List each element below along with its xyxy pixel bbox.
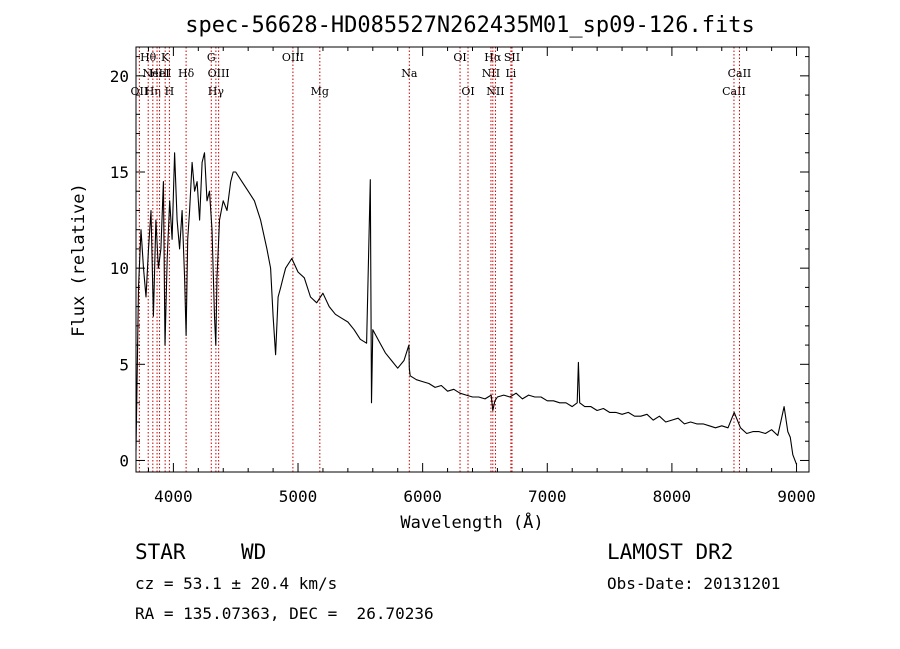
emission-line-label-14: OI	[453, 51, 466, 64]
emission-line-label-11: OIII	[282, 51, 304, 64]
y-tick-label: 0	[119, 451, 129, 470]
emission-line-label-3: NeIII	[142, 67, 171, 80]
y-tick-label: 15	[110, 163, 129, 182]
emission-line-label-5: K	[161, 51, 170, 64]
redshift-text: cz = 53.1 ± 20.4 km/s	[135, 574, 338, 593]
emission-line-label-20: SII	[504, 51, 520, 64]
survey-label: LAMOST DR2	[607, 540, 734, 564]
y-axis-label: Flux (relative)	[69, 183, 89, 337]
emission-line-label-9: Hγ	[208, 85, 225, 98]
emission-line-label-22: CaII	[728, 67, 752, 80]
plot-frame	[135, 46, 810, 473]
emission-line-label-2: Hη	[145, 85, 161, 98]
emission-line-label-19: Li	[505, 67, 516, 80]
emission-line-label-12: Mg	[311, 85, 329, 98]
emission-line-label-7: Hδ	[178, 67, 195, 80]
chart-title: spec-56628-HD085527N262435M01_sp09-126.f…	[185, 13, 755, 38]
object-subclass: WD	[241, 540, 267, 564]
emission-line-label-21: CaII	[722, 85, 746, 98]
emission-line-label-13: Na	[401, 67, 418, 80]
emission-line-label-16: NII	[482, 67, 500, 80]
emission-line-label-8: G	[207, 51, 216, 64]
emission-line-label-15: OI	[461, 85, 474, 98]
emission-line-label-0: OII	[131, 85, 149, 98]
x-tick-label: 7000	[528, 487, 567, 506]
emission-line-label-4: HeI	[149, 67, 169, 80]
y-tick-label: 5	[119, 355, 129, 374]
obs-date-text: Obs-Date: 20131201	[607, 574, 781, 593]
spectrum-series	[135, 152, 798, 465]
coordinates-text: RA = 135.07363, DEC = 26.70236	[135, 604, 434, 623]
emission-line-label-17: Hα	[484, 51, 502, 64]
x-tick-label: 6000	[403, 487, 442, 506]
axis-ticks: 4000 5000 6000 7000 8000 9000 0 5 10 15 20	[110, 47, 816, 506]
emission-line-label-18: NII	[486, 85, 504, 98]
emission-line-label-1: Hθ	[140, 51, 157, 64]
x-tick-label: 8000	[653, 487, 692, 506]
x-tick-label: 9000	[777, 487, 816, 506]
x-tick-label: 5000	[279, 487, 318, 506]
y-tick-label: 20	[110, 67, 129, 86]
y-tick-label: 10	[110, 259, 129, 278]
emission-line-label-6: H	[165, 85, 175, 98]
x-axis-label: Wavelength (Å)	[400, 511, 543, 533]
x-tick-label: 4000	[154, 487, 193, 506]
object-class: STAR	[135, 540, 186, 564]
emission-line-label-10: OIII	[208, 67, 230, 80]
